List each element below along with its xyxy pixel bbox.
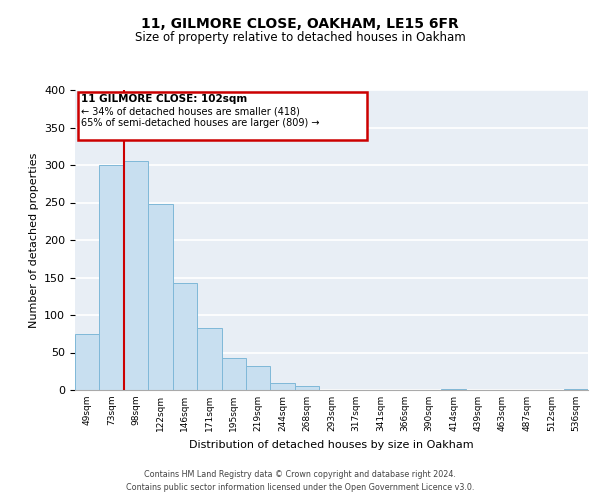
Bar	[271, 382, 295, 390]
Bar	[295, 386, 319, 390]
FancyBboxPatch shape	[77, 92, 367, 140]
Bar	[563, 388, 588, 390]
Text: 65% of semi-detached houses are larger (809) →: 65% of semi-detached houses are larger (…	[81, 118, 320, 128]
Text: Size of property relative to detached houses in Oakham: Size of property relative to detached ho…	[134, 32, 466, 44]
Bar	[246, 366, 271, 390]
Y-axis label: Number of detached properties: Number of detached properties	[29, 152, 38, 328]
Bar	[100, 165, 124, 390]
Text: 11, GILMORE CLOSE, OAKHAM, LE15 6FR: 11, GILMORE CLOSE, OAKHAM, LE15 6FR	[141, 18, 459, 32]
Bar	[173, 283, 197, 390]
Text: Contains HM Land Registry data © Crown copyright and database right 2024.
Contai: Contains HM Land Registry data © Crown c…	[126, 470, 474, 492]
X-axis label: Distribution of detached houses by size in Oakham: Distribution of detached houses by size …	[189, 440, 474, 450]
Text: 11 GILMORE CLOSE: 102sqm: 11 GILMORE CLOSE: 102sqm	[81, 94, 247, 104]
Text: ← 34% of detached houses are smaller (418): ← 34% of detached houses are smaller (41…	[81, 106, 300, 117]
Bar	[197, 328, 221, 390]
Bar	[75, 334, 100, 390]
Bar	[124, 161, 148, 390]
Bar	[221, 358, 246, 390]
Bar	[148, 204, 173, 390]
Bar	[442, 388, 466, 390]
